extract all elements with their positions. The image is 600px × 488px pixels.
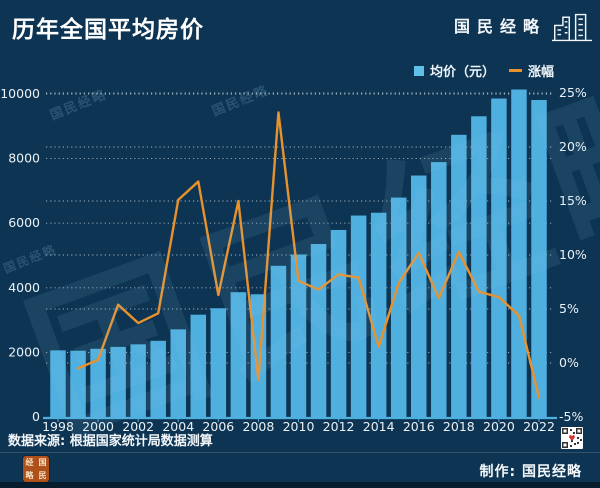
growth-legend-label: 涨幅 (527, 65, 554, 80)
x-tick-label-2006: 2006 (202, 419, 234, 434)
right-axis-label: 25% (559, 85, 587, 100)
seal-char: 略 (25, 470, 34, 480)
left-axis-label: 8000 (8, 151, 40, 166)
x-tick-label-2002: 2002 (122, 419, 154, 434)
x-tick-label-2014: 2014 (363, 419, 395, 434)
bar-2018[interactable] (451, 134, 467, 417)
skyline-icon (552, 13, 592, 42)
seal-char: 经 (25, 457, 34, 467)
footer-divider (0, 452, 600, 453)
growth-legend-dash-icon (508, 69, 522, 72)
x-tick-label-2010: 2010 (283, 419, 315, 434)
bar-2001[interactable] (110, 346, 126, 417)
x-tick-label-2020: 2020 (483, 419, 515, 434)
chart-legend: 均价（元） 涨幅 (413, 61, 554, 80)
bar-2019[interactable] (471, 116, 487, 418)
right-axis-label: 15% (559, 193, 587, 208)
x-tick-label-2022: 2022 (523, 419, 555, 434)
left-axis-label: 0 (32, 409, 40, 424)
price-legend-swatch-icon (413, 65, 424, 76)
x-tick-label-1998: 1998 (42, 419, 74, 434)
x-tick-label-2008: 2008 (243, 419, 275, 434)
seal-char: 民 (38, 470, 47, 480)
bar-2003[interactable] (150, 340, 166, 417)
bar-2021[interactable] (511, 89, 527, 417)
right-axis-label: -5% (559, 409, 583, 424)
x-tick-label-2016: 2016 (403, 419, 435, 434)
qr-pattern-icon (562, 428, 582, 448)
data-source-note: 数据来源: 根据国家统计局数据测算 (8, 434, 213, 449)
right-axis-label: 0% (559, 355, 579, 370)
page-title: 历年全国平均房价 (12, 17, 204, 43)
brand-logo-text: 国民经略 (453, 17, 546, 36)
bar-2006[interactable] (210, 308, 227, 417)
bar-2000[interactable] (90, 348, 106, 417)
x-tick-label-2000: 2000 (82, 419, 114, 434)
left-axis-label: 6000 (8, 215, 40, 230)
bar-2014[interactable] (370, 212, 387, 417)
bottom-strip (0, 482, 600, 488)
bar-2004[interactable] (170, 329, 187, 417)
brand-logo: 国民经略 (454, 8, 592, 42)
credit-label: 制作: 国民经略 (479, 464, 582, 480)
legend-item-growth: 涨幅 (508, 61, 554, 80)
growth-line (76, 111, 541, 399)
right-axis-label: 10% (559, 247, 587, 262)
price-legend-label: 均价（元） (429, 65, 495, 80)
qr-heart-icon: ♥ (568, 433, 576, 443)
qr-code: ♥ (561, 427, 583, 449)
bar-2017[interactable] (431, 162, 447, 417)
bar-1998[interactable] (50, 350, 66, 417)
left-axis-label: 2000 (8, 344, 40, 359)
bar-2002[interactable] (130, 344, 146, 417)
bar-2009[interactable] (270, 265, 287, 417)
legend-item-price: 均价（元） (413, 61, 495, 80)
bar-2015[interactable] (390, 197, 407, 417)
x-tick-label-2004: 2004 (162, 419, 194, 434)
x-tick-label-2012: 2012 (323, 419, 355, 434)
right-axis-label: 20% (559, 139, 587, 154)
bar-2007[interactable] (230, 292, 247, 417)
bar-2016[interactable] (411, 175, 427, 417)
left-axis-label: 10000 (0, 86, 40, 101)
bar-2005[interactable] (190, 314, 207, 417)
bar-2020[interactable] (491, 98, 507, 417)
bar-2012[interactable] (330, 229, 347, 417)
bar-2022[interactable] (531, 100, 547, 417)
bar-2013[interactable] (350, 215, 367, 417)
seal-char: 国 (38, 457, 47, 467)
bar-2010[interactable] (290, 254, 307, 417)
right-axis-label: 5% (559, 301, 579, 316)
x-tick-label-2018: 2018 (443, 419, 475, 434)
left-axis-label: 4000 (8, 280, 40, 295)
bar-1999[interactable] (70, 350, 86, 417)
bar-2011[interactable] (310, 243, 327, 417)
brand-seal: 经 国 略 民 (23, 456, 49, 482)
